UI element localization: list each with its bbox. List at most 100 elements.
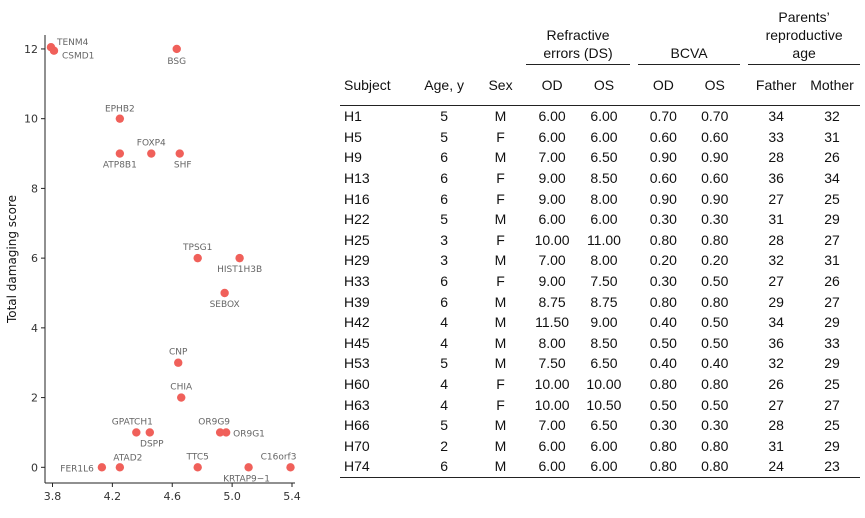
table-cell: 0.20 [701,252,729,269]
table-cell: 6 [440,149,449,166]
table-cell: 0.30 [649,211,677,228]
column-gap [740,147,748,168]
table-cell: H13 [344,170,370,187]
table-cell: 31 [768,437,784,454]
table-cell: F [496,396,505,413]
group-header-row: Refractive errors (DS) BCVA Parents’ rep… [340,8,860,65]
table-row: H16 6 F 9.00 8.00 0.90 0.90 27 25 [340,188,860,209]
table-cell: 7.00 [538,149,566,166]
table-cell: 36 [768,170,784,187]
scatter-point [147,149,156,158]
table-cell: F [496,231,505,248]
column-gap [740,106,748,127]
table-cell: 6.50 [590,149,618,166]
point-gene-label: CHIA [170,383,193,393]
table-cell: 10.50 [586,396,622,413]
table-cell: 27 [824,231,840,248]
table-cell: 27 [824,396,840,413]
y-tick-label: 0 [31,461,38,474]
column-gap [630,436,638,457]
table-cell: 0.50 [701,314,729,331]
table-cell: H1 [344,108,362,125]
table-row: H9 6 M 7.00 6.50 0.90 0.90 28 26 [340,147,860,168]
column-gap [740,456,749,478]
point-gene-label: OR9G9 [198,417,230,427]
table-cell: 26 [824,273,840,290]
table-cell: 0.70 [701,108,729,125]
table-cell: 6 [440,293,449,310]
table-cell: 11.50 [535,314,570,331]
table-cell: 9.00 [590,314,618,331]
y-axis-title: Total damaging score [5,195,19,324]
table-cell: 5 [440,355,449,372]
table-cell: 5 [440,211,449,228]
table-cell: 34 [768,108,784,125]
table-cell: 34 [768,314,784,331]
column-gap [630,394,638,415]
point-gene-label: SEBOX [210,300,240,310]
point-gene-label: OR9G1 [233,429,265,439]
table-cell: F [496,190,505,207]
scatter-point [115,463,125,472]
table-cell: 31 [824,128,840,145]
column-gap [740,209,748,230]
x-tick-label: 5.0 [223,490,241,503]
table-cell: 27 [768,273,784,290]
scatter-point [244,463,253,472]
y-tick-label: 12 [24,43,38,56]
table-cell: 0.80 [649,231,677,248]
table-cell: M [494,334,507,351]
x-tick-label: 3.8 [44,490,62,503]
table-cell: 24 [748,456,805,478]
scatter-point [49,46,59,55]
table-row: H1 5 M 6.00 6.00 0.70 0.70 34 32 [340,106,860,127]
column-header: Subject [340,64,414,106]
scatter-point [175,149,184,158]
table-cell: 0.70 [649,108,677,125]
scatter-point [177,393,186,402]
column-gap [630,415,638,436]
table-cell: H25 [344,231,370,248]
table-row: H25 3 F 10.00 11.00 0.80 0.80 28 27 [340,230,860,251]
table-cell: M [474,456,527,478]
column-gap [630,353,638,374]
table-cell: 0.50 [701,273,729,290]
column-header: Father [748,64,805,106]
table-cell: F [496,376,505,393]
table-cell: 6.50 [590,355,618,372]
column-gap [740,127,748,148]
table-cell: 6 [440,190,449,207]
table-cell: M [494,314,507,331]
y-tick-label: 10 [24,113,38,126]
table-cell: 6.00 [590,128,618,145]
table-cell: 0.50 [649,396,677,413]
point-gene-label: TTC5 [186,452,209,462]
column-header: OD [526,64,579,106]
subject-table: Refractive errors (DS) BCVA Parents’ rep… [340,8,860,478]
point-gene-label: CSMD1 [62,52,94,62]
table-cell: 7.50 [590,273,618,290]
table-cell: 0.90 [701,149,729,166]
table-cell: H22 [344,211,370,228]
table-cell: H66 [344,417,370,434]
table-cell: 29 [824,314,840,331]
scatter-point [115,114,125,123]
table-cell: 6 [440,273,449,290]
table-cell: H9 [344,149,362,166]
table-cell: M [494,417,507,434]
table-cell: 0.30 [701,417,729,434]
table-cell: 10.00 [534,376,570,393]
column-gap [740,312,748,333]
column-header: Mother [804,64,860,106]
point-gene-label: HIST1H3B [217,265,262,275]
table-cell: 9.00 [538,190,566,207]
table-cell: 11.00 [586,231,621,248]
y-tick-label: 2 [31,392,38,405]
table-cell: 8.50 [590,170,618,187]
table-cell: 6 [413,456,475,478]
table-cell: 10.00 [586,376,622,393]
column-gap [740,291,748,312]
table-cell: 7.50 [538,355,566,372]
table-cell: H53 [344,355,370,372]
table-cell: 0.50 [701,334,729,351]
